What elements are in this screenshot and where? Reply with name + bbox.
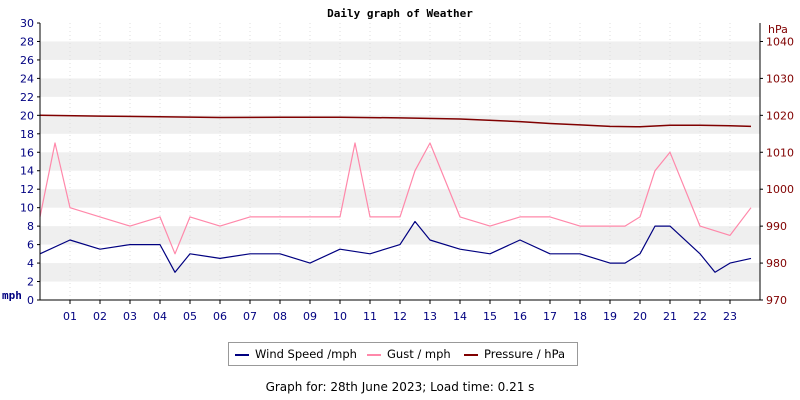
x-tick-label: 04	[153, 310, 167, 323]
x-tick-label: 01	[63, 310, 77, 323]
grid-band	[40, 41, 760, 60]
y-left-tick-label: 30	[20, 17, 34, 30]
legend-label-gust: Gust / mph	[387, 347, 451, 361]
y-right-tick-label: 1030	[766, 72, 794, 85]
y-left-tick-label: 8	[27, 220, 34, 233]
x-tick-label: 18	[573, 310, 587, 323]
grid-band	[40, 152, 760, 171]
y-left-tick-label: 24	[20, 72, 34, 85]
axes-frame	[39, 23, 761, 301]
x-tick-label: 14	[453, 310, 467, 323]
x-tick-label: 05	[183, 310, 197, 323]
x-tick-label: 16	[513, 310, 527, 323]
x-tick-label: 06	[213, 310, 227, 323]
y-left-tick-label: 16	[20, 146, 34, 159]
x-tick-label: 22	[693, 310, 707, 323]
series-line-gust	[39, 142, 752, 255]
y-left-tick-label: 0	[27, 294, 34, 307]
y-right-tick-label: 1000	[766, 183, 794, 196]
y-axis-labels: 0246810121416182022242628309709809901000…	[20, 17, 794, 307]
y-left-tick-label: 12	[20, 183, 34, 196]
x-tick-label: 17	[543, 310, 557, 323]
y-left-tick-label: 6	[27, 239, 34, 252]
x-tick-label: 02	[93, 310, 107, 323]
legend: Wind Speed /mph Gust / mph Pressure / hP…	[228, 342, 578, 366]
y-right-tick-label: 970	[766, 294, 787, 307]
series-line-wind-speed	[39, 220, 752, 273]
series-line-pressure	[39, 114, 752, 128]
legend-swatch-gust	[367, 353, 381, 356]
y-right-tick-label: 980	[766, 257, 787, 270]
weather-chart: 01 02 03 04 05 06 07 08 09 10 11 12 13 14 15 16 17 18 19 20…	[2, 7, 794, 323]
y-left-unit-label: mph	[2, 289, 22, 302]
y-left-tick-label: 2	[27, 276, 34, 289]
x-tick-label: 10	[333, 310, 347, 323]
x-axis-ticks: 01 02 03 04 05 06 07 08 09 10 11 12 13 14 15 16 17 18 19 20…	[63, 23, 737, 323]
grid-band	[40, 263, 760, 282]
y-left-tick-label: 22	[20, 91, 34, 104]
y-left-tick-label: 26	[20, 54, 34, 67]
x-tick-label: 03	[123, 310, 137, 323]
x-tick-label: 09	[303, 310, 317, 323]
y-left-tick-label: 14	[20, 165, 34, 178]
x-tick-label: 11	[363, 310, 377, 323]
x-tick-label: 13	[423, 310, 437, 323]
y-left-tick-label: 20	[20, 109, 34, 122]
y-right-tick-label: 1040	[766, 35, 794, 48]
background-bands	[40, 41, 760, 282]
y-right-unit-label: hPa	[768, 23, 788, 36]
legend-label-wind: Wind Speed /mph	[255, 347, 357, 361]
y-left-tick-label: 18	[20, 128, 34, 141]
x-tick-label: 08	[273, 310, 287, 323]
legend-label-pressure: Pressure / hPa	[484, 347, 566, 361]
footer-status: Graph for: 28th June 2023; Load time: 0.…	[265, 380, 535, 394]
x-tick-label: 19	[603, 310, 617, 323]
legend-item-gust: Gust / mph	[367, 347, 451, 361]
legend-item-pressure: Pressure / hPa	[464, 347, 565, 361]
series-layer	[39, 114, 752, 273]
x-tick-label: 21	[663, 310, 677, 323]
y-right-tick-label: 1020	[766, 109, 794, 122]
y-right-tick-label: 990	[766, 220, 787, 233]
y-left-tick-label: 28	[20, 35, 34, 48]
x-tick-label: 15	[483, 310, 497, 323]
legend-item-wind: Wind Speed /mph	[235, 347, 357, 361]
y-right-tick-label: 1010	[766, 146, 794, 159]
y-left-tick-label: 10	[20, 202, 34, 215]
chart-title: Daily graph of Weather	[327, 7, 473, 20]
legend-swatch-wind	[235, 353, 249, 356]
x-tick-label: 12	[393, 310, 407, 323]
x-tick-label: 20	[633, 310, 647, 323]
y-left-tick-label: 4	[27, 257, 34, 270]
x-tick-label: 23	[723, 310, 737, 323]
x-tick-label: 07	[243, 310, 257, 323]
legend-swatch-pressure	[464, 353, 478, 356]
